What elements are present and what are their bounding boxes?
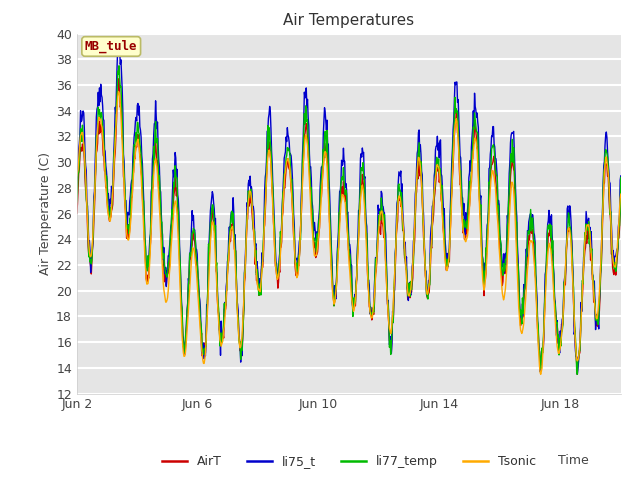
Tsonic <box>73 173 81 179</box>
li77_temp <box>382 258 390 264</box>
Line: li77_temp: li77_temp <box>77 66 621 374</box>
Line: li75_t: li75_t <box>77 47 621 374</box>
AirT <box>202 350 209 356</box>
Tsonic <box>513 257 520 263</box>
Line: Tsonic: Tsonic <box>77 92 621 374</box>
Tsonic <box>93 147 100 153</box>
li77_temp <box>202 344 209 350</box>
AirT <box>115 76 123 82</box>
li77_temp <box>93 133 100 139</box>
Tsonic <box>271 259 279 265</box>
li77_temp <box>73 199 81 205</box>
AirT <box>617 191 625 197</box>
li75_t <box>271 245 279 251</box>
li77_temp <box>301 111 308 117</box>
Text: Time: Time <box>558 454 589 467</box>
Tsonic <box>301 144 308 150</box>
Tsonic <box>115 89 122 95</box>
Tsonic <box>202 351 209 357</box>
Tsonic <box>382 264 390 270</box>
li77_temp <box>573 372 581 377</box>
li75_t <box>617 173 625 179</box>
li75_t <box>93 114 100 120</box>
li77_temp <box>617 175 625 180</box>
AirT <box>513 242 520 248</box>
li75_t <box>114 44 122 49</box>
AirT <box>573 372 581 377</box>
AirT <box>93 150 100 156</box>
Title: Air Temperatures: Air Temperatures <box>284 13 414 28</box>
Text: MB_tule: MB_tule <box>85 40 138 53</box>
AirT <box>301 132 308 138</box>
li75_t <box>513 214 520 219</box>
li77_temp <box>513 219 520 225</box>
li75_t <box>202 353 209 359</box>
Tsonic <box>537 372 545 377</box>
Y-axis label: Air Temperature (C): Air Temperature (C) <box>39 152 52 275</box>
li77_temp <box>115 63 123 69</box>
li75_t <box>382 231 390 237</box>
AirT <box>73 211 81 216</box>
Legend: AirT, li75_t, li77_temp, Tsonic: AirT, li75_t, li77_temp, Tsonic <box>157 450 541 473</box>
li77_temp <box>271 257 279 263</box>
AirT <box>382 258 390 264</box>
AirT <box>271 263 279 269</box>
li75_t <box>73 185 81 191</box>
li75_t <box>301 89 308 95</box>
li75_t <box>573 372 581 377</box>
Line: AirT: AirT <box>77 79 621 374</box>
Tsonic <box>617 191 625 197</box>
